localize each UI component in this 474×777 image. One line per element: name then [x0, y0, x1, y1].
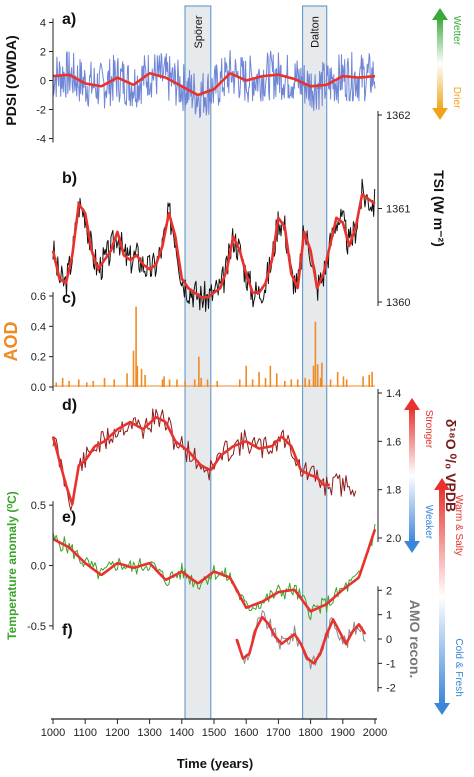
x-tick-label: 2000 — [363, 727, 387, 739]
x-axis-label: Time (years) — [177, 756, 253, 771]
x-tick-label: 1400 — [170, 727, 194, 739]
period-label: Spörer — [193, 15, 205, 48]
x-tick-label: 1300 — [137, 727, 161, 739]
y-axis-e: 0.5 0.0 -0.5 e) Temperature anomaly (⁰C) Warm… — [5, 478, 464, 715]
indicator-top-label: Stronger — [423, 410, 434, 449]
y-axis-f: 2 1 0 -1 -2 f) AMO recon. — [62, 585, 423, 694]
series-e-raw — [52, 524, 376, 621]
tick-label: -4 — [36, 134, 46, 146]
indicator-bottom-label: Weaker — [423, 505, 434, 540]
indicator-top-label: Warm & Salty — [453, 495, 464, 556]
series-a-smooth — [52, 72, 376, 97]
tick-label: 2 — [386, 585, 392, 597]
tick-label: 0.2 — [31, 352, 46, 364]
tick-label: 0.4 — [31, 321, 46, 333]
panel-e — [52, 524, 377, 621]
series-plots — [51, 50, 377, 670]
panel-tag-f: f) — [62, 622, 73, 639]
panel-tag-e: e) — [62, 509, 76, 526]
x-tick-label: 1200 — [105, 727, 129, 739]
tick-label: 1.8 — [386, 485, 401, 497]
x-tick-label: 1700 — [266, 727, 290, 739]
x-tick-label: 1000 — [41, 727, 65, 739]
indicator-bottom-label: Cold & Fresh — [453, 638, 464, 696]
series-f-smooth — [235, 615, 367, 665]
y-axis-b: 1360 1361 1362 b) TSI (W m⁻²) — [62, 110, 447, 309]
tick-label: 0.5 — [31, 500, 46, 512]
indicator-bottom-label: Drier — [451, 87, 462, 109]
time-axis: 1000 1100 1200 1300 1400 1500 1600 1700 1800 1900… — [41, 718, 387, 739]
series-f-raw — [236, 610, 366, 670]
series-d-smooth — [51, 415, 330, 506]
y-axis-d: 1.41.61.82.0d)δ¹⁸O ⁰/₀ VPDBStrongerWeake… — [62, 388, 459, 553]
tick-label: 0.6 — [31, 291, 46, 303]
series-e-smooth — [52, 528, 377, 613]
tick-label: -1 — [386, 658, 396, 670]
tick-label: -2 — [36, 105, 46, 117]
x-tick-label: 1800 — [298, 727, 322, 739]
y-axis-a: 4 2 0 -2 -4 a) PDSI (OWDA) Wetter Drier — [3, 8, 462, 146]
y-axis-c: 0.6 0.4 0.2 0.0 c) AOD — [1, 290, 76, 394]
tick-label: 1 — [386, 610, 392, 622]
tick-label: 0 — [386, 634, 392, 646]
tick-label: 1.6 — [386, 436, 401, 448]
panel-tag-b: b) — [62, 170, 77, 187]
period-band-dalton — [301, 5, 328, 720]
tick-label: 4 — [40, 18, 46, 30]
panel-f — [235, 610, 367, 670]
y-axis-label-c: AOD — [1, 322, 21, 362]
panel-c — [53, 306, 375, 387]
y-axis-label-f: AMO recon. — [407, 600, 423, 679]
series-b-smooth — [51, 193, 376, 299]
series-a-raw — [52, 50, 376, 119]
panel-tag-d: d) — [62, 397, 77, 414]
x-tick-label: 1900 — [331, 727, 355, 739]
panel-axes: 420-2-4a)PDSI (OWDA)WetterDrier136013611… — [1, 8, 464, 715]
x-tick-label: 1600 — [234, 727, 258, 739]
tick-label: 2.0 — [386, 533, 401, 545]
tick-label: 1361 — [386, 204, 410, 216]
tick-label: 1362 — [386, 110, 410, 122]
period-band-sprer — [184, 5, 212, 720]
tick-label: 0.0 — [31, 561, 46, 573]
panel-tag-a: a) — [62, 11, 76, 28]
panel-b — [51, 178, 376, 312]
direction-indicator-e: Warm & Salty Cold & Fresh — [434, 478, 464, 715]
series-d-raw — [52, 408, 357, 511]
panel-d — [51, 408, 357, 511]
panel-a — [52, 50, 376, 119]
tick-label: 2 — [40, 47, 46, 59]
tick-label: 0 — [40, 76, 46, 88]
tick-label: 1.4 — [386, 388, 401, 400]
y-axis-label-b: TSI (W m⁻²) — [431, 170, 447, 247]
tick-label: 0.0 — [31, 382, 46, 394]
direction-indicator-a: Wetter Drier — [432, 8, 462, 120]
panel-tag-c: c) — [62, 290, 76, 307]
tick-label: 1360 — [386, 297, 410, 309]
tick-label: -0.5 — [27, 621, 46, 633]
y-axis-label-e: Temperature anomaly (⁰C) — [5, 491, 19, 640]
x-tick-label: 1500 — [202, 727, 226, 739]
x-tick-label: 1100 — [73, 727, 97, 739]
direction-indicator-d: Stronger Weaker — [404, 398, 434, 553]
indicator-top-label: Wetter — [451, 16, 462, 46]
tick-label: -2 — [386, 683, 396, 695]
y-axis-label-a: PDSI (OWDA) — [3, 35, 19, 125]
period-label: Dalton — [310, 16, 322, 48]
